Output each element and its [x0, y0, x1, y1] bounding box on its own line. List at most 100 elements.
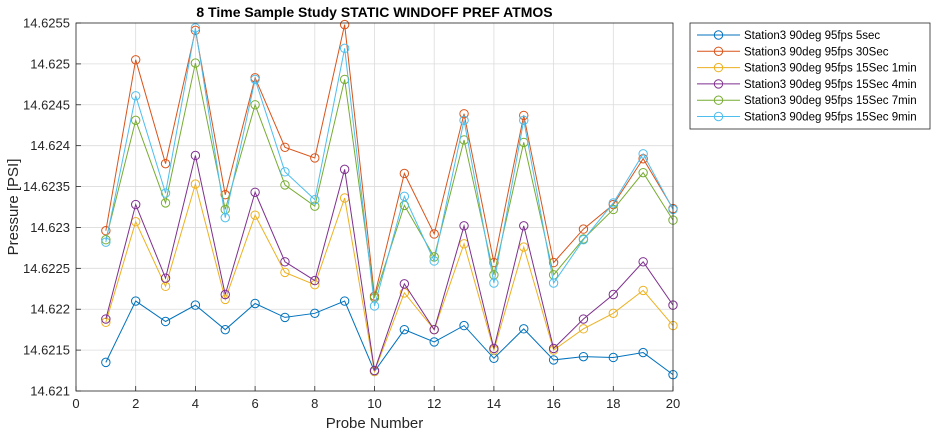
data-point-marker: [250, 187, 260, 197]
data-point-marker: [190, 23, 201, 33]
data-point-marker: [220, 212, 230, 223]
data-point-marker: [369, 365, 380, 376]
data-point-marker: [101, 237, 111, 247]
y-tick-label: 14.6215: [23, 343, 70, 358]
legend-marker: [713, 62, 724, 73]
series-3: [101, 179, 678, 377]
series-4: [101, 150, 678, 376]
data-point-marker: [101, 235, 111, 245]
data-point-marker: [101, 226, 111, 236]
x-tick-label: 14: [487, 396, 501, 411]
x-tick-label: 2: [132, 396, 139, 411]
data-point-marker: [638, 347, 648, 358]
data-point-marker: [578, 224, 589, 234]
legend-marker: [713, 30, 724, 40]
x-tick-label: 20: [666, 396, 680, 411]
data-point-marker: [578, 235, 589, 245]
data-point-marker: [459, 115, 469, 126]
legend-entry: Station3 90deg 95fps 5sec: [697, 30, 880, 42]
legend-box: [689, 22, 931, 130]
y-tick-label: 14.6235: [23, 179, 70, 194]
data-point-marker: [339, 19, 350, 30]
data-point-marker: [131, 55, 141, 65]
data-point-marker: [310, 194, 320, 205]
data-point-marker: [250, 74, 260, 85]
data-point-marker: [101, 357, 111, 368]
data-point-marker: [429, 256, 439, 266]
data-point-marker: [548, 355, 559, 365]
axis-ticks: 0 2 4 6 8 10 12 14 16 18 20 14.621 14.6215 14.622 14.6…: [23, 16, 680, 412]
data-point-marker: [280, 257, 290, 267]
legend-entry: Station3 90deg 95fps 30Sec: [697, 46, 889, 58]
legend-entry: Station3 90deg 95fps 15Sec 4min: [697, 79, 917, 91]
data-point-marker: [548, 278, 559, 288]
data-point-marker: [101, 314, 111, 324]
y-tick-label: 14.621: [30, 384, 70, 399]
data-point-marker: [220, 324, 230, 335]
legend-label: Station3 90deg 95fps 15Sec 7min: [744, 95, 917, 107]
data-point-marker: [310, 201, 320, 211]
y-tick-label: 14.6255: [23, 16, 70, 31]
series-group: [101, 19, 678, 380]
legend-marker: [713, 79, 724, 89]
series-line: [105, 155, 674, 371]
data-point-marker: [131, 199, 141, 210]
x-tick-label: 18: [606, 396, 620, 411]
data-point-marker: [429, 324, 439, 335]
series-line: [105, 182, 674, 374]
y-tick-label: 14.6225: [23, 261, 70, 276]
legend-marker: [713, 95, 724, 105]
legend-marker: [713, 111, 724, 122]
y-tick-label: 14.624: [30, 138, 70, 153]
data-point-marker: [160, 198, 171, 208]
series-line: [105, 300, 674, 376]
legend: Station3 90deg 95fps 5sec Station3 90deg …: [689, 22, 931, 130]
x-tick-label: 10: [367, 396, 381, 411]
y-tick-label: 14.625: [30, 56, 70, 71]
data-point-marker: [250, 298, 260, 309]
y-tick-label: 14.6245: [23, 97, 70, 112]
data-point-marker: [131, 115, 141, 126]
data-point-marker: [131, 296, 141, 306]
data-point-marker: [190, 25, 201, 36]
data-point-marker: [548, 343, 559, 354]
series-6: [101, 23, 678, 311]
data-point-marker: [280, 142, 290, 153]
data-point-marker: [250, 210, 260, 220]
x-tick-label: 12: [427, 396, 441, 411]
data-point-marker: [160, 158, 171, 169]
chart-title: 8 Time Sample Study STATIC WINDOFF PREF …: [196, 4, 552, 20]
x-axis-title: Probe Number: [326, 415, 424, 432]
data-point-marker: [578, 314, 589, 324]
data-point-marker: [578, 324, 589, 334]
data-point-marker: [220, 289, 230, 300]
data-point-marker: [399, 324, 410, 335]
data-point-marker: [578, 351, 589, 362]
data-point-marker: [608, 204, 618, 215]
data-point-marker: [638, 149, 648, 159]
data-point-marker: [638, 257, 648, 267]
legend-label: Station3 90deg 95fps 30Sec: [744, 46, 889, 58]
data-point-marker: [339, 43, 350, 54]
data-point-marker: [369, 301, 380, 311]
data-point-marker: [638, 167, 648, 178]
series-line: [105, 27, 674, 307]
legend-label: Station3 90deg 95fps 15Sec 1min: [744, 63, 917, 75]
data-point-marker: [429, 229, 439, 239]
legend-label: Station3 90deg 95fps 5sec: [744, 30, 880, 42]
data-point-marker: [339, 296, 350, 306]
data-point-marker: [399, 191, 410, 202]
x-tick-label: 0: [72, 396, 79, 411]
data-point-marker: [310, 275, 320, 286]
y-tick-label: 14.623: [30, 220, 70, 235]
data-point-marker: [519, 242, 529, 252]
data-point-marker: [429, 337, 439, 347]
data-point-marker: [190, 179, 201, 189]
data-point-marker: [280, 180, 290, 190]
y-tick-label: 14.622: [30, 302, 70, 317]
data-point-marker: [608, 289, 618, 300]
data-point-marker: [608, 198, 618, 208]
data-point-marker: [339, 74, 350, 85]
data-point-marker: [519, 115, 529, 126]
